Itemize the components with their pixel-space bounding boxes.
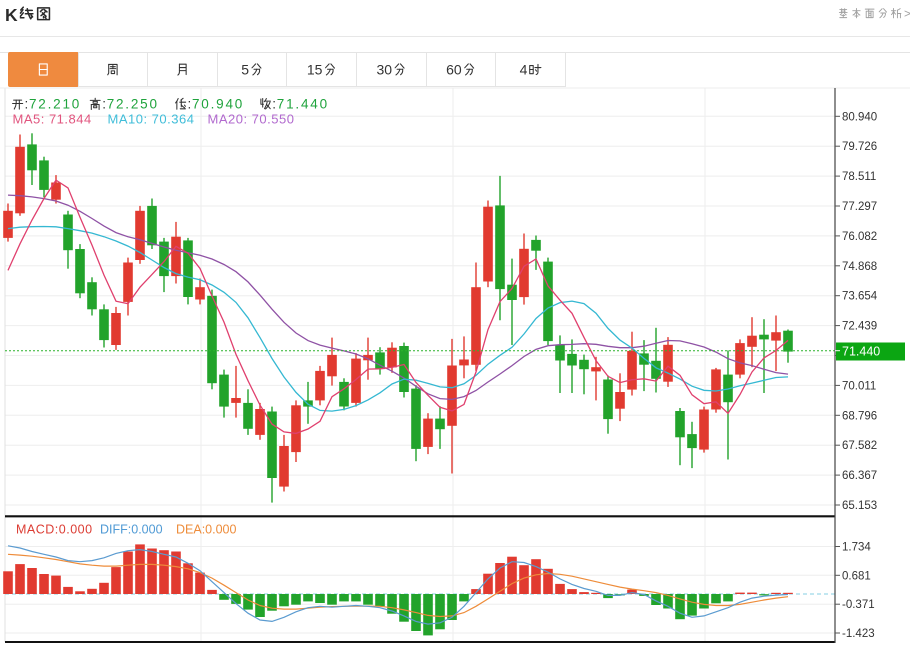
- svg-text:1.734: 1.734: [842, 542, 871, 554]
- svg-text:K: K: [5, 5, 18, 25]
- svg-text:30: 30: [377, 62, 393, 78]
- svg-text:79.726: 79.726: [842, 141, 877, 153]
- svg-text:74.868: 74.868: [842, 261, 877, 273]
- svg-text:MACD:0.000: MACD:0.000: [16, 523, 93, 537]
- svg-text:60: 60: [446, 62, 462, 78]
- svg-text:70.940: 70.940: [192, 97, 244, 112]
- svg-text:78.511: 78.511: [842, 171, 876, 183]
- svg-text::: :: [25, 97, 29, 112]
- svg-text:>: >: [904, 9, 910, 21]
- svg-text:DEA:0.000: DEA:0.000: [176, 523, 237, 537]
- svg-text::: :: [272, 97, 276, 112]
- svg-text:72.210: 72.210: [29, 97, 81, 112]
- svg-text:68.796: 68.796: [842, 410, 877, 422]
- svg-text:80.940: 80.940: [842, 111, 877, 123]
- svg-text:MA10: 70.364: MA10: 70.364: [108, 112, 195, 127]
- svg-text:71.440: 71.440: [277, 97, 329, 112]
- svg-text:67.582: 67.582: [842, 440, 877, 452]
- svg-text:0.681: 0.681: [842, 570, 871, 582]
- svg-text:65.153: 65.153: [842, 500, 877, 512]
- svg-text:72.439: 72.439: [842, 321, 877, 333]
- svg-text:73.654: 73.654: [842, 291, 878, 303]
- svg-text:MA5: 71.844: MA5: 71.844: [13, 112, 92, 127]
- svg-text:71.440: 71.440: [842, 345, 880, 359]
- svg-text:66.367: 66.367: [842, 470, 877, 482]
- svg-text:4: 4: [520, 62, 528, 78]
- svg-text:MA20: 70.550: MA20: 70.550: [208, 112, 295, 127]
- svg-text::: :: [102, 97, 106, 112]
- svg-text::: :: [188, 97, 192, 112]
- svg-text:76.082: 76.082: [842, 231, 877, 243]
- svg-text:DIFF:0.000: DIFF:0.000: [100, 523, 163, 537]
- svg-text:77.297: 77.297: [842, 201, 877, 213]
- svg-text:70.011: 70.011: [842, 380, 876, 392]
- svg-text:72.250: 72.250: [107, 97, 159, 112]
- svg-text:5: 5: [241, 62, 249, 78]
- svg-text:-1.423: -1.423: [842, 628, 875, 640]
- svg-text:-0.371: -0.371: [842, 599, 875, 611]
- svg-text:15: 15: [307, 62, 323, 78]
